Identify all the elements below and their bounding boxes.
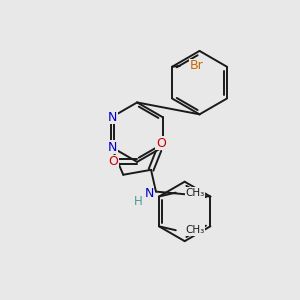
Text: N: N (108, 111, 117, 124)
Text: CH₃: CH₃ (186, 225, 205, 235)
Text: CH₃: CH₃ (186, 188, 205, 198)
Text: N: N (108, 140, 117, 154)
Text: O: O (108, 155, 118, 168)
Text: Br: Br (190, 59, 204, 72)
Text: N: N (144, 187, 154, 200)
Text: H: H (134, 195, 142, 208)
Text: O: O (156, 136, 166, 150)
